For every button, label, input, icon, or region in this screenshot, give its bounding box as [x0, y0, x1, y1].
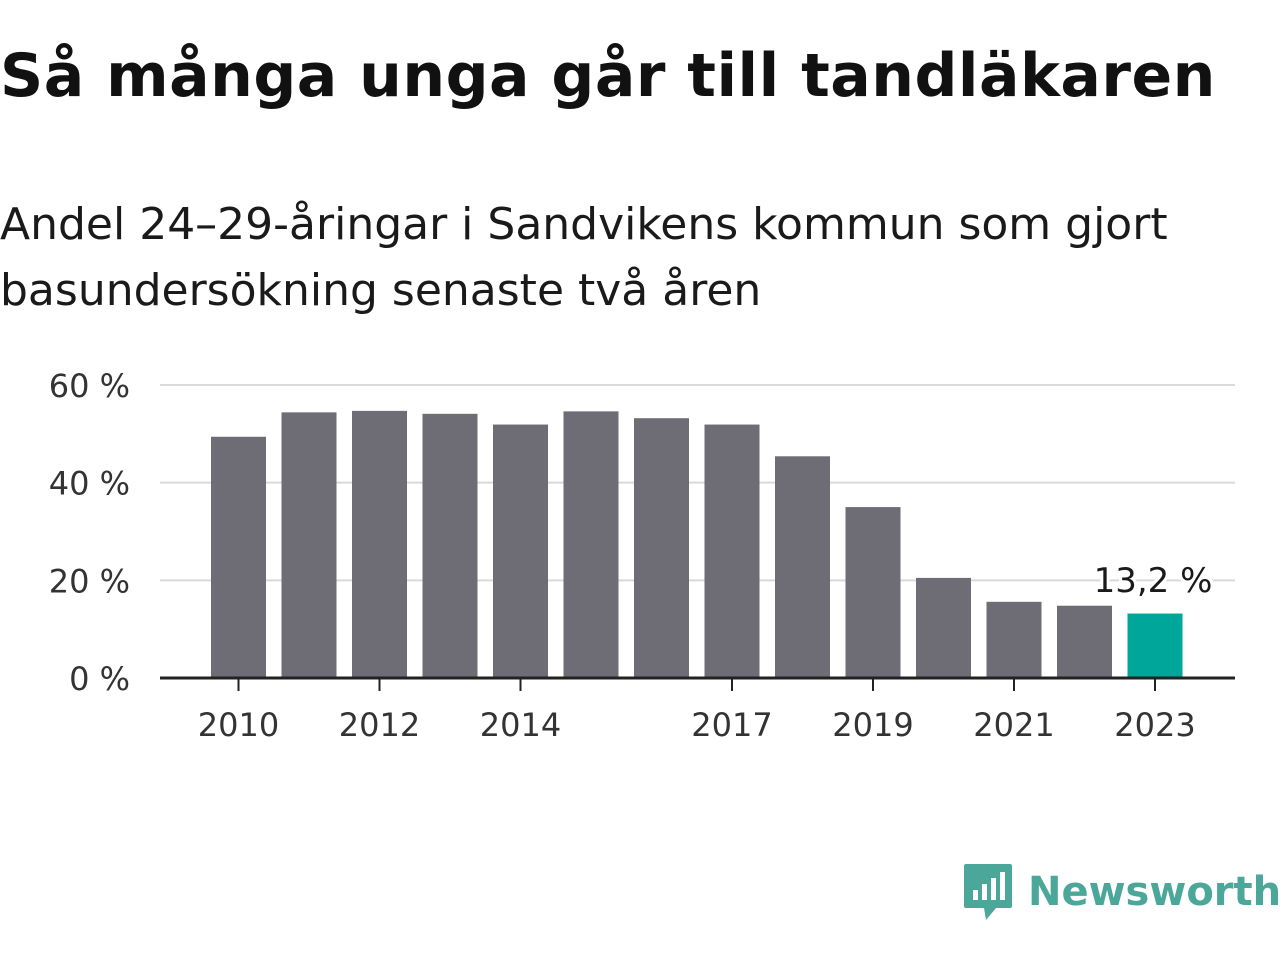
y-tick-label: 0 % — [69, 660, 130, 698]
x-tick-label: 2019 — [832, 706, 913, 744]
newsworthy-chat-bars-icon — [964, 864, 1012, 920]
y-tick-label: 40 % — [49, 465, 130, 503]
bar-2013 — [422, 413, 478, 678]
bars — [211, 410, 1183, 678]
chart-title: Så många unga går till tandläkaren — [0, 41, 1216, 111]
x-tick-label: 2017 — [691, 706, 772, 744]
chart-subtitle: Andel 24–29-åringar i Sandvikens kommun … — [0, 199, 1168, 316]
brand-name: Newsworthy — [1028, 869, 1280, 915]
bar-chart: 0 % 20 % 40 % 60 % 2010 2012 2014 2017 2019 2021… — [49, 367, 1235, 744]
bar-2021 — [986, 601, 1042, 678]
bar-2023 — [1127, 613, 1183, 678]
x-tick-label: 2023 — [1114, 706, 1195, 744]
x-tick-label: 2012 — [339, 706, 420, 744]
bar-2020 — [916, 577, 971, 678]
x-tick-label: 2010 — [198, 706, 279, 744]
x-tick-label: 2014 — [480, 706, 561, 744]
bar-2015 — [563, 411, 619, 678]
bar-2018 — [775, 456, 830, 678]
newsworthy-logo: Newsworthy — [962, 862, 1280, 922]
bar-2012 — [352, 410, 407, 678]
bar-2017 — [704, 424, 760, 678]
bar-2016 — [634, 418, 689, 678]
y-axis-tick-labels: 0 % 20 % 40 % 60 % — [49, 367, 130, 698]
bar-2019 — [845, 507, 901, 678]
x-axis-ticks: 2010 2012 2014 2017 2019 2021 2023 — [198, 678, 1196, 744]
y-tick-label: 20 % — [49, 562, 130, 600]
highlight-value-label: 13,2 % — [1094, 561, 1213, 601]
bar-2010 — [211, 436, 266, 678]
bar-2022 — [1057, 605, 1112, 678]
x-tick-label: 2021 — [973, 706, 1054, 744]
bar-2014 — [493, 424, 548, 678]
grid-lines — [160, 384, 1235, 582]
y-tick-label: 60 % — [49, 367, 130, 405]
bar-2011 — [281, 412, 337, 678]
